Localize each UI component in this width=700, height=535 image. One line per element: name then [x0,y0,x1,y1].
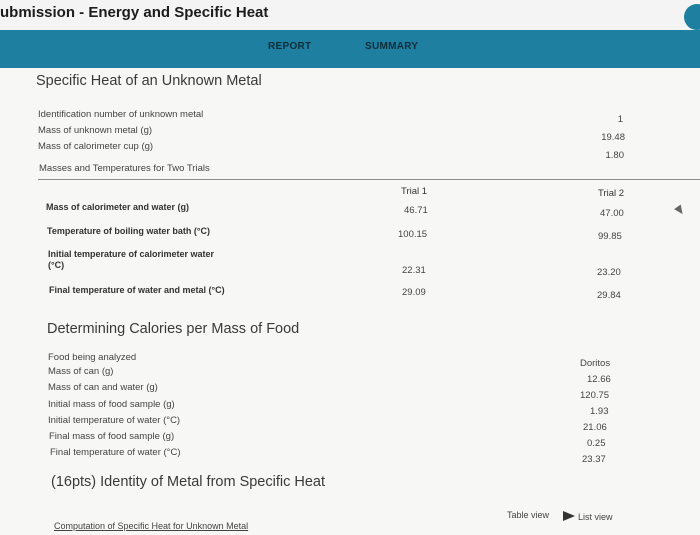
value-t2-mass-calorimeter-water: 47.00 [600,208,624,219]
value-initial-temp-water: 21.06 [583,422,607,433]
window-titlebar: ubmission - Energy and Specific Heat [0,0,700,30]
value-t1-mass-calorimeter-water: 46.71 [404,205,428,216]
computation-label: Computation of Specific Heat for Unknown… [54,521,249,531]
label-temp-boiling-bath: Temperature of boiling water bath (°C) [47,226,210,236]
label-mass-unknown-metal: Mass of unknown metal (g) [38,125,153,136]
label-mass-can-water: Mass of can and water (g) [48,382,158,393]
label-initial-temp-calorimeter: Initial temperature of calorimeter water [48,249,215,259]
value-t2-temp-boiling-bath: 99.85 [598,231,622,242]
circle-action-icon[interactable] [684,4,700,30]
value-food-analyzed: Doritos [580,358,611,369]
value-identification-number: 1 [617,114,623,125]
value-mass-can-water: 120.75 [580,390,610,401]
tab-summary[interactable]: SUMMARY [365,41,419,52]
tab-bar: REPORT SUMMARY [0,30,700,68]
label-initial-temp-calorimeter-unit: (°C) [48,260,65,270]
label-mass-calorimeter-water: Mass of calorimeter and water (g) [46,202,190,212]
value-t1-initial-temp-calorimeter: 22.31 [402,265,426,276]
value-final-temp-water: 23.37 [582,454,606,465]
window-title: ubmission - Energy and Specific Heat [0,4,269,21]
value-t1-temp-boiling-bath: 100.15 [398,229,428,240]
value-t2-final-temp-water-metal: 29.84 [597,290,621,301]
list-view-toggle[interactable]: List view [578,512,613,522]
label-final-temp-water-metal: Final temperature of water and metal (°C… [49,285,225,295]
label-identification-number: Identification number of unknown metal [38,109,204,120]
table-divider [38,179,700,180]
value-mass-unknown-metal: 19.48 [601,132,625,143]
value-t1-final-temp-water-metal: 29.09 [402,287,426,298]
mouse-cursor-icon [674,204,686,217]
view-toggle-icon[interactable] [563,511,575,521]
label-final-mass-food: Final mass of food sample (g) [49,431,175,442]
value-final-mass-food: 0.25 [587,438,606,449]
value-mass-can: 12.66 [587,374,611,385]
label-initial-temp-water: Initial temperature of water (°C) [48,415,181,426]
label-mass-can: Mass of can (g) [48,366,114,377]
table-view-toggle[interactable]: Table view [507,510,550,520]
label-initial-mass-food: Initial mass of food sample (g) [48,399,175,410]
header-trial-2: Trial 2 [598,188,625,199]
report-sheet: Specific Heat of an Unknown Metal Identi… [0,68,700,535]
header-trial-1: Trial 1 [401,186,428,197]
label-food-analyzed: Food being analyzed [48,352,137,363]
value-t2-initial-temp-calorimeter: 23.20 [597,267,621,278]
label-final-temp-water: Final temperature of water (°C) [50,447,181,458]
value-initial-mass-food: 1.93 [590,406,609,417]
section-title-specific-heat: Specific Heat of an Unknown Metal [36,73,262,89]
label-mass-calorimeter-cup: Mass of calorimeter cup (g) [38,141,154,152]
value-mass-calorimeter-cup: 1.80 [605,150,625,161]
section-title-identity: (16pts) Identity of Metal from Specific … [51,474,325,490]
label-masses-temperatures: Masses and Temperatures for Two Trials [39,163,210,174]
tab-report[interactable]: REPORT [268,41,312,52]
section-title-calories: Determining Calories per Mass of Food [47,321,300,337]
